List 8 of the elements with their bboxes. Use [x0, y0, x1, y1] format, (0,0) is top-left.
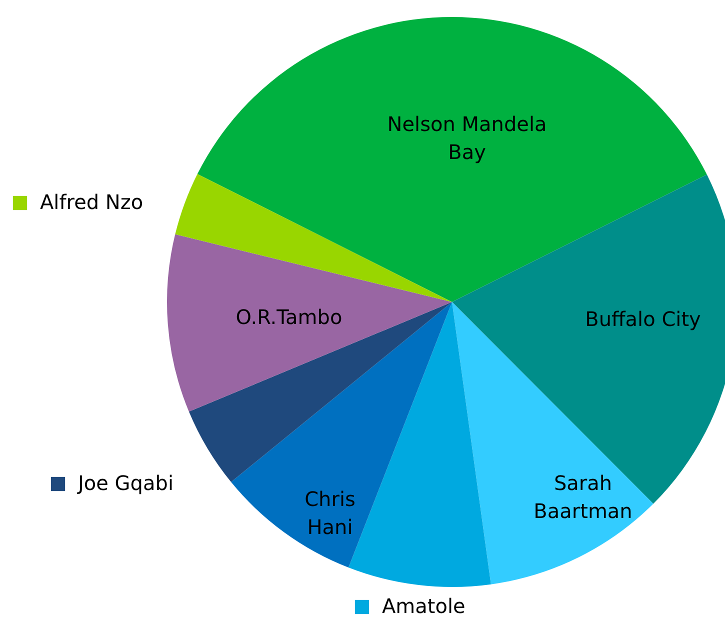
slice-label: Sarah Baartman	[534, 471, 632, 523]
slice-label: O.R.Tambo	[236, 305, 342, 329]
slice-label: Buffalo City	[585, 307, 702, 331]
slice-label: Chris Hani	[304, 487, 356, 539]
legend-label: Joe Gqabi	[76, 471, 174, 495]
slice-label: Nelson Mandela Bay	[387, 112, 547, 164]
legend-label: Amatole	[382, 594, 466, 618]
legend-label: Alfred Nzo	[40, 190, 144, 214]
